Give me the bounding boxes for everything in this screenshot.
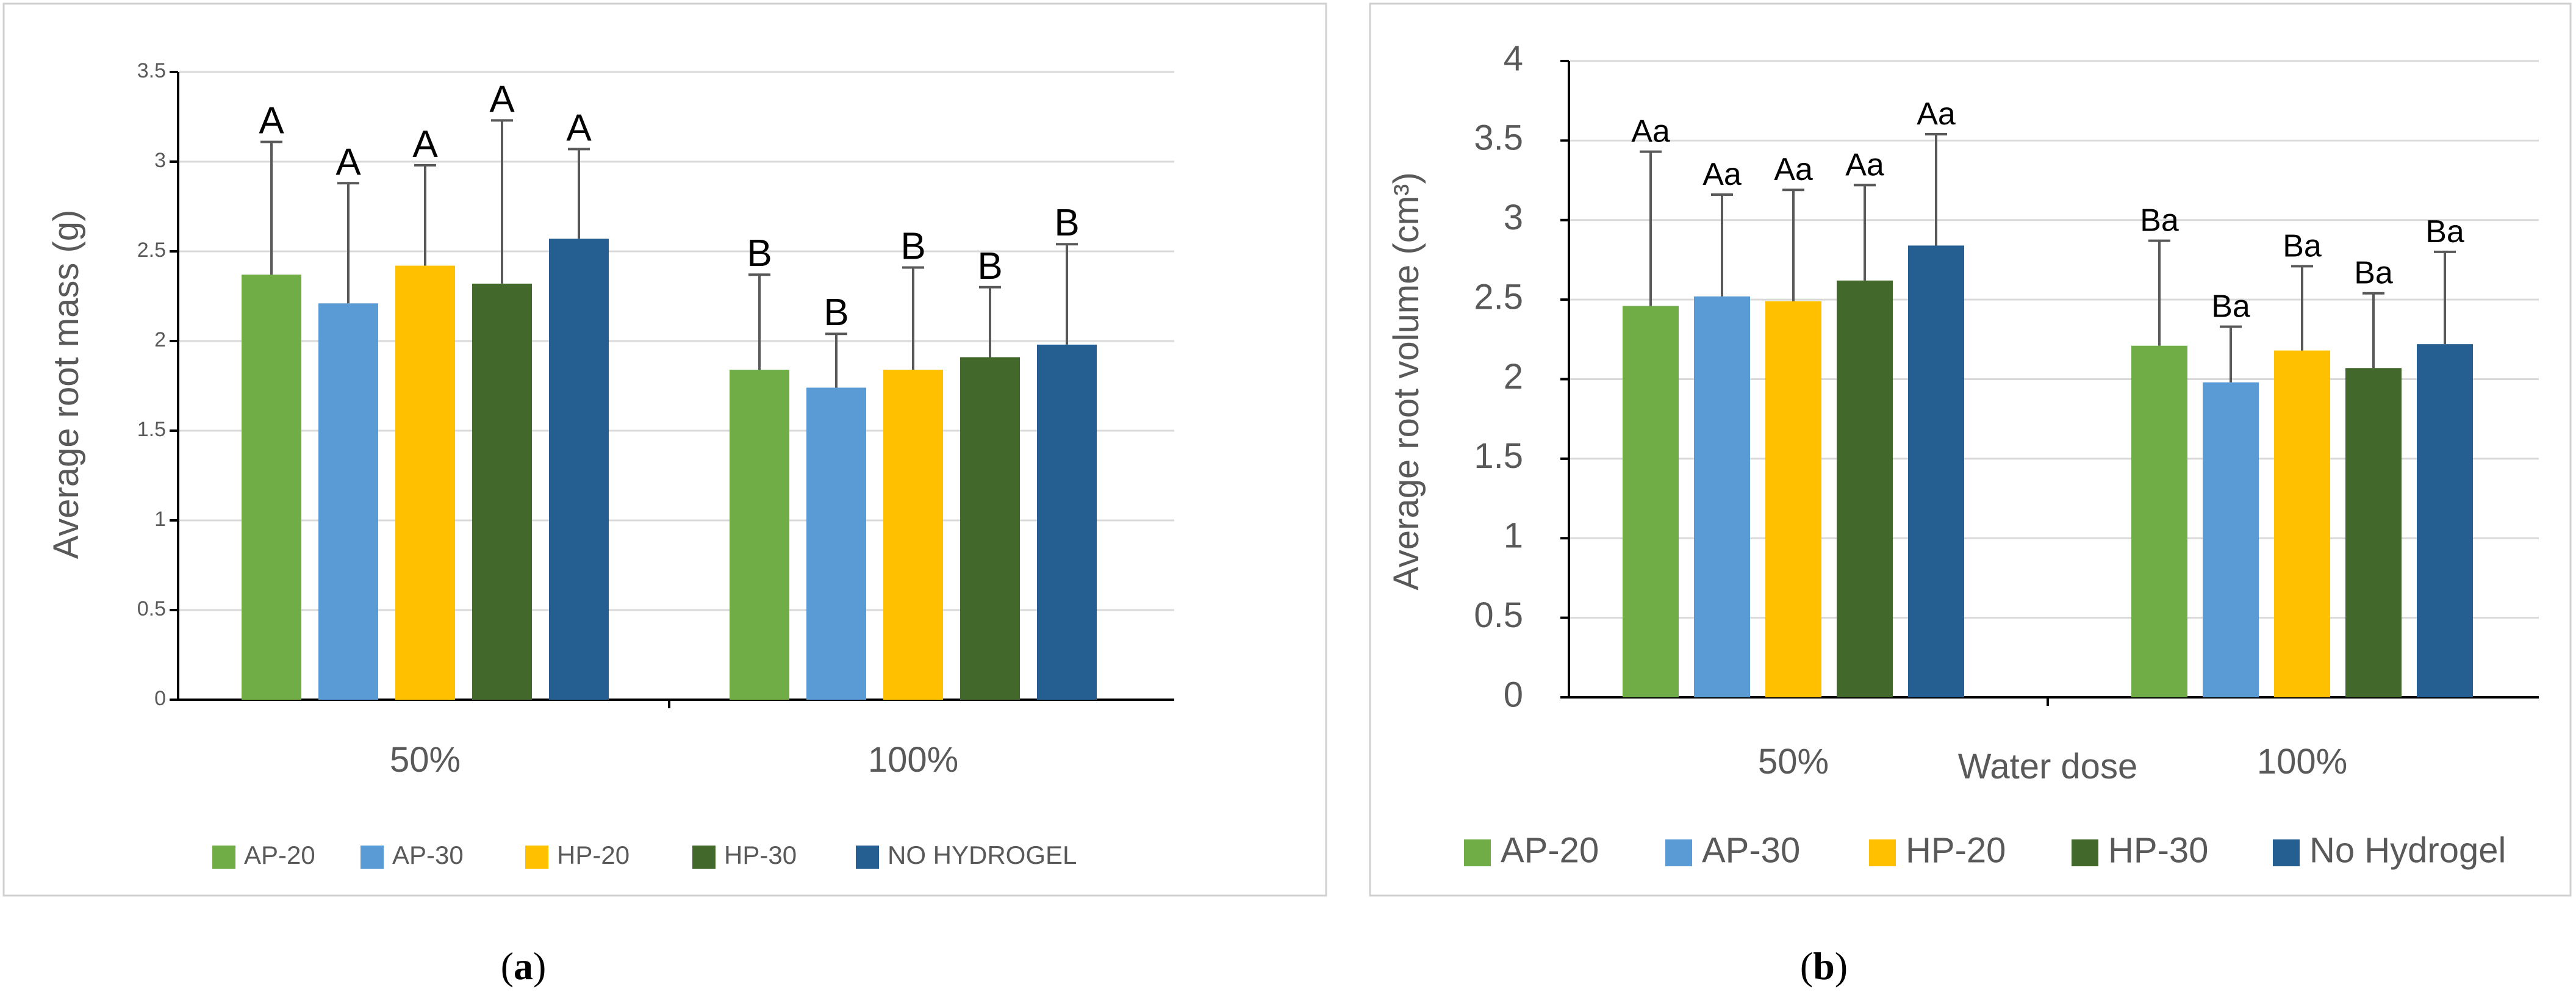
y-tick-label: 3.5 xyxy=(137,59,166,82)
legend-label: HP-30 xyxy=(2108,830,2208,870)
significance-label: B xyxy=(977,245,1002,287)
bar xyxy=(318,303,378,700)
bar xyxy=(549,239,609,700)
legend-label: AP-30 xyxy=(1702,830,1800,870)
legend-swatch xyxy=(856,846,879,869)
legend-swatch xyxy=(525,846,548,869)
bar xyxy=(883,370,943,700)
significance-label: A xyxy=(335,141,361,183)
x-category-label: 50% xyxy=(390,740,461,780)
y-axis-title: Average root volume (cm³) xyxy=(1387,172,1426,591)
significance-label: Aa xyxy=(1917,96,1956,132)
x-category-label: 100% xyxy=(868,740,958,780)
bar xyxy=(1037,344,1097,700)
significance-label: A xyxy=(566,107,592,149)
y-tick-label: 0 xyxy=(154,687,166,710)
panel-b-root-volume: 0 0.5 1 1.5 2 2.5 3 3.5 4 Average root volume (cm… xyxy=(1369,2,2572,988)
bar xyxy=(472,283,532,700)
legend-label: AP-30 xyxy=(392,841,464,869)
significance-label: A xyxy=(489,78,515,120)
bar xyxy=(806,387,866,700)
significance-label: Aa xyxy=(1702,157,1742,192)
significance-label: Ba xyxy=(2425,214,2464,250)
legend-swatch xyxy=(1665,839,1692,866)
x-axis-title: Water dose xyxy=(1958,747,2137,786)
bar xyxy=(2345,368,2402,697)
legend-label: NO HYDROGEL xyxy=(888,841,1077,869)
significance-label: B xyxy=(900,225,925,267)
significance-label: Aa xyxy=(1845,147,1884,182)
y-tick-label: 3 xyxy=(1504,198,1523,237)
bar xyxy=(1623,306,1679,697)
legend-swatch xyxy=(692,846,716,869)
legend-label: HP-20 xyxy=(1906,830,2006,870)
legend-label: AP-20 xyxy=(1501,830,1599,870)
significance-label: B xyxy=(747,232,772,275)
significance-label: A xyxy=(412,123,438,165)
x-category-label: 100% xyxy=(2257,742,2347,781)
y-tick-label: 2 xyxy=(1504,357,1523,397)
panel-a-root-mass: 0 0.5 1 1.5 2 2.5 3 3.5 Average root mass (g) 50%… xyxy=(2,2,1327,988)
legend-label: AP-20 xyxy=(244,841,315,869)
significance-label: Ba xyxy=(2211,289,2250,324)
significance-label: B xyxy=(823,292,849,334)
legend-swatch xyxy=(1869,839,1896,866)
y-tick-label: 2.5 xyxy=(1474,277,1523,317)
bar xyxy=(1765,301,1821,697)
significance-label: Aa xyxy=(1774,152,1813,187)
bar xyxy=(2203,382,2259,697)
y-tick-label: 1.5 xyxy=(137,418,166,441)
legend-swatch xyxy=(2273,839,2300,866)
legend-swatch xyxy=(2072,839,2098,866)
bar xyxy=(1908,245,1964,698)
legend-swatch xyxy=(361,846,384,869)
y-tick-label: 2.5 xyxy=(137,239,166,262)
y-tick-label: 3 xyxy=(154,149,166,172)
legend-swatch xyxy=(212,846,235,869)
bar xyxy=(730,370,789,700)
x-category-label: 50% xyxy=(1758,742,1829,781)
y-tick-label: 0 xyxy=(1504,675,1523,714)
y-tick-label: 1 xyxy=(1504,516,1523,556)
legend-label: HP-20 xyxy=(557,841,630,869)
bar xyxy=(1837,280,1893,698)
panel-caption: (a) xyxy=(501,944,547,988)
significance-label: A xyxy=(259,100,284,142)
y-tick-label: 0.5 xyxy=(1474,595,1523,635)
legend-label: HP-30 xyxy=(724,841,797,869)
significance-label: Aa xyxy=(1631,114,1670,149)
bar xyxy=(1694,296,1750,697)
y-tick-label: 1 xyxy=(154,508,166,531)
bar xyxy=(2274,350,2330,697)
bar xyxy=(242,275,301,700)
y-axis-title: Average root mass (g) xyxy=(46,210,86,559)
panel-caption: (b) xyxy=(1800,944,1848,988)
y-tick-label: 2 xyxy=(154,328,166,351)
y-tick-label: 3.5 xyxy=(1474,118,1523,158)
y-tick-label: 4 xyxy=(1504,38,1523,78)
bar xyxy=(2417,344,2473,697)
bar xyxy=(960,357,1020,700)
bar xyxy=(395,265,455,700)
legend-label: No Hydrogel xyxy=(2309,830,2506,870)
y-tick-label: 0.5 xyxy=(137,597,166,620)
significance-label: Ba xyxy=(2140,203,2179,239)
significance-label: Ba xyxy=(2283,228,2322,264)
legend-swatch xyxy=(1464,839,1491,866)
significance-label: B xyxy=(1054,202,1079,244)
significance-label: Ba xyxy=(2354,256,2393,291)
y-tick-label: 1.5 xyxy=(1474,436,1523,476)
bar xyxy=(2131,345,2187,697)
panel-frame xyxy=(2,2,1327,897)
